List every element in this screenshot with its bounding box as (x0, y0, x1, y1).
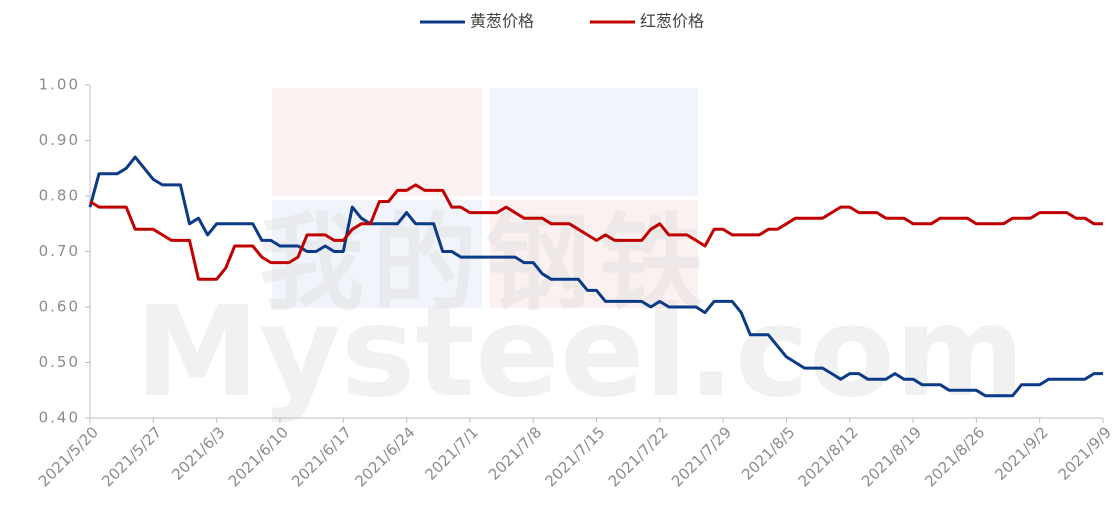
legend-label: 红葱价格 (640, 12, 704, 31)
line-series (88, 155, 1103, 398)
x-tick-label: 2021/9/9 (1055, 423, 1112, 483)
x-tick-label: 2021/8/26 (921, 423, 988, 490)
x-tick-label: 2021/9/2 (991, 423, 1051, 483)
x-tick-label: 2021/7/1 (422, 423, 482, 483)
watermark-block (272, 88, 482, 196)
y-tick-label: 0.60 (39, 298, 80, 316)
x-tick-label: 2021/6/24 (351, 423, 418, 490)
y-tick-label: 1.00 (39, 76, 80, 94)
x-tick-label: 2021/7/15 (541, 423, 608, 490)
x-tick-label: 2021/8/12 (795, 423, 862, 490)
line-series (89, 183, 1103, 281)
y-tick-label: 0.80 (39, 187, 80, 205)
y-tick-label: 0.40 (39, 409, 80, 427)
legend-label: 黄葱价格 (470, 12, 534, 31)
x-tick-label: 2021/6/3 (168, 423, 228, 483)
y-tick-label: 0.70 (39, 242, 80, 260)
x-tick-label: 2021/7/8 (485, 423, 545, 483)
watermark: Mysteel.com (135, 280, 1025, 425)
x-tick-label: 2021/8/19 (858, 423, 925, 490)
watermark-block (490, 88, 698, 196)
x-tick-label: 2021/5/20 (35, 423, 102, 490)
x-tick-label: 2021/6/17 (288, 423, 355, 490)
x-tick-label: 2021/7/29 (668, 423, 735, 490)
x-tick-label: 2021/7/22 (605, 423, 672, 490)
y-tick-label: 0.90 (39, 131, 80, 149)
y-tick-label: 0.50 (39, 353, 80, 371)
x-tick-label: 2021/6/10 (225, 423, 292, 490)
watermark-block (272, 200, 482, 308)
x-tick-label: 2021/5/27 (98, 423, 165, 490)
x-tick-label: 2021/8/5 (738, 423, 798, 483)
watermark: 我的钢铁 (259, 203, 711, 325)
